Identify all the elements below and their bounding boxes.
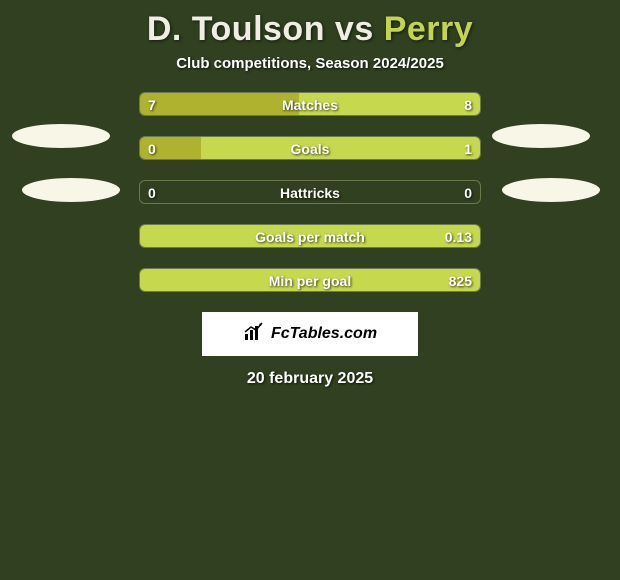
stat-label: Goals — [140, 137, 480, 160]
date-text: 20 february 2025 — [0, 370, 620, 388]
avatar-placeholder — [492, 124, 590, 148]
stat-label: Matches — [140, 93, 480, 116]
stat-label: Goals per match — [140, 225, 480, 248]
stat-row: 01Goals — [139, 136, 481, 160]
stat-row: 00Hattricks — [139, 180, 481, 204]
avatar-placeholder — [12, 124, 110, 148]
avatar-placeholder — [502, 178, 600, 202]
player1-name: D. Toulson — [147, 10, 325, 48]
avatar-placeholder — [22, 178, 120, 202]
brand-icon — [243, 322, 265, 347]
stat-row: 825Min per goal — [139, 268, 481, 292]
subtitle: Club competitions, Season 2024/2025 — [0, 55, 620, 92]
stat-row: 0.13Goals per match — [139, 224, 481, 248]
stat-row: 78Matches — [139, 92, 481, 116]
player2-name: Perry — [384, 10, 473, 48]
brand-text: FcTables.com — [271, 325, 377, 343]
vs-text: vs — [325, 10, 384, 48]
page-title: D. Toulson vs Perry — [0, 0, 620, 55]
stat-label: Min per goal — [140, 269, 480, 292]
stat-label: Hattricks — [140, 181, 480, 204]
brand-box: FcTables.com — [202, 312, 418, 356]
